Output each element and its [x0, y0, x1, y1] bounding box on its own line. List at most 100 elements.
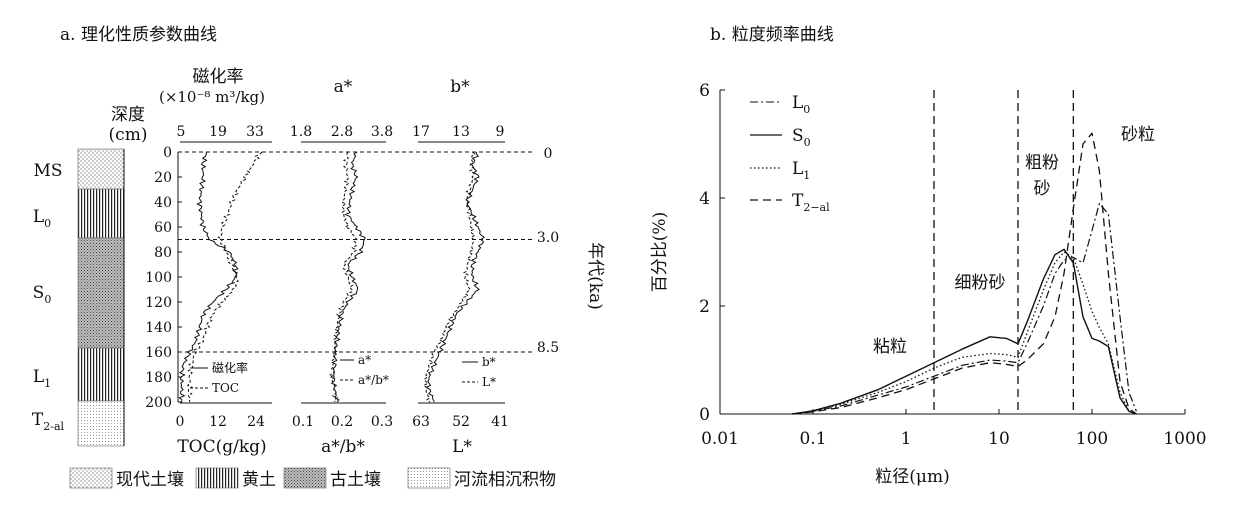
legend-label: 河流相沉积物: [454, 470, 556, 490]
depth-tick-label: 200: [145, 395, 172, 411]
track2-bottom-title: a*/b*: [321, 437, 365, 457]
depth-tick-label: 80: [154, 245, 172, 261]
track2-top-tick: 3.8: [371, 124, 393, 140]
track1-bottom-axis: 0 12 24 TOC(g/kg): [176, 402, 272, 457]
x-tick-label: 10: [988, 429, 1010, 449]
track2-top-ticks: 1.8 2.8 3.8: [290, 124, 393, 143]
stratum-label-ms: MS: [33, 161, 62, 181]
series-line-L*: [422, 151, 476, 403]
track2-bottom-tick: 0.3: [371, 414, 393, 430]
series-line-S0: [792, 248, 1137, 415]
legend-label-t2al: T2−al: [792, 191, 830, 214]
strata-column: [77, 148, 125, 447]
x-tick-label: 0.1: [799, 429, 826, 449]
panel-b-legend: L0 S0 L1 T2−al: [750, 93, 830, 214]
panel-a: a. 理化性质参数曲线 磁化率 (×10⁻⁸ m³/kg) a* b* 深度 (…: [32, 25, 605, 490]
stratum-t2al: [77, 400, 125, 447]
strata-legend: 现代土壤 黄土 古土壤 河流相沉积物: [69, 467, 556, 490]
legend-label: 磁化率: [212, 360, 248, 375]
grain-size-plot: 0 2 4 6 0.01 0.1 1 10 100 1000 粒径(μm) 百分比(%) 粘粒 细粉砂 粗粉…: [650, 81, 1207, 487]
series-line-L1: [792, 251, 1137, 415]
depth-tick-label: 0: [163, 145, 172, 161]
track1-bottom-tick: 24: [247, 414, 265, 430]
track1-top-ticks: 5 19 33: [177, 124, 272, 143]
series-line-磁化率: [178, 152, 239, 403]
track3-bottom-tick: 52: [452, 414, 470, 430]
track3-bottom-tick: 41: [491, 414, 509, 430]
track2-top-tick: 1.8: [290, 124, 312, 140]
stratum-label-l0: L0: [33, 207, 51, 230]
depth-label-2: (cm): [109, 125, 148, 145]
region-label: 粘粒: [873, 337, 907, 357]
legend-label-l0: L0: [792, 93, 810, 116]
series-line-TOC: [186, 151, 263, 403]
depth-tick-label: 60: [154, 220, 172, 236]
track1-top-title-1: 磁化率: [193, 67, 244, 87]
track3-top-title: b*: [450, 77, 470, 97]
y-tick-label: 2: [699, 297, 710, 317]
track2-bottom-tick: 0.1: [292, 414, 314, 430]
track3-top-tick: 9: [496, 124, 505, 140]
x-tick-label: 1000: [1163, 429, 1206, 449]
legend-label-s0: S0: [792, 126, 811, 149]
y-axis-title: 百分比(%): [650, 212, 670, 292]
track1-top-title-2: (×10⁻⁸ m³/kg): [159, 88, 265, 106]
y-tick-label: 6: [699, 81, 710, 101]
series-line-a*: [330, 151, 366, 403]
track1-top-tick: 5: [177, 124, 186, 140]
track3-bottom-title: L*: [452, 437, 472, 457]
legend-swatch-paleosol: [283, 467, 327, 489]
legend-label: a*/b*: [358, 373, 389, 387]
legend-swatch-loess: [195, 467, 239, 489]
track3-top-tick: 13: [452, 124, 470, 140]
panel-b: b. 粒度频率曲线 0 2 4 6 0.01 0.1 1 10 100 1000 粒径(μm) 百分比…: [650, 25, 1207, 487]
legend-label: TOC: [212, 381, 239, 395]
panel-a-title: a. 理化性质参数曲线: [60, 25, 217, 45]
stratum-ms: [77, 148, 125, 190]
track2-bottom-axis: 0.1 0.2 0.3 a*/b*: [292, 402, 393, 457]
region-label: 砂粒: [1121, 125, 1155, 145]
track3-legend: b* L*: [462, 355, 496, 389]
y-tick-label: 0: [699, 405, 710, 425]
track3-bottom-tick: 63: [412, 414, 430, 430]
stratum-label-l1: L1: [33, 367, 51, 390]
depth-tick-label: 180: [145, 370, 172, 386]
legend-label: 现代土壤: [116, 469, 184, 490]
legend-label-l1: L1: [792, 159, 810, 182]
track1-bottom-tick: 0: [176, 414, 185, 430]
legend-swatch-fluvial: [407, 467, 451, 489]
stratum-label-t2al: T2-al: [32, 410, 65, 433]
track3-bottom-axis: 63 52 41 L*: [412, 402, 509, 457]
stratum-label-s0: S0: [33, 283, 52, 306]
depth-tick-label: 100: [145, 270, 172, 286]
track2-legend: a* a*/b*: [340, 353, 389, 387]
x-axis-title: 粒径(μm): [875, 467, 949, 487]
track1-top-tick: 19: [209, 124, 227, 140]
region-label: 粗粉: [1025, 153, 1059, 173]
series-line-L0: [792, 202, 1137, 415]
legend-label: 古土壤: [330, 469, 381, 490]
depth-axis: 0 20 40 60 80 100 120 140 160 180 200: [145, 145, 182, 411]
legend-swatch-modern-soil: [69, 467, 113, 489]
legend-label: b*: [482, 355, 496, 369]
track3-top-ticks: 17 13 9: [412, 124, 505, 143]
series-line-b*: [425, 151, 486, 403]
legend-label: 黄土: [242, 470, 276, 490]
legend-label: a*: [358, 353, 371, 367]
stratum-s0: [77, 237, 125, 349]
track1-bottom-tick: 12: [209, 414, 227, 430]
age-tick: 8.5: [537, 340, 559, 356]
x-tick-label: 100: [1076, 429, 1108, 449]
track1-legend: 磁化率 TOC: [190, 360, 248, 395]
legend-label: L*: [482, 375, 496, 389]
region-label: 细粉砂: [955, 273, 1006, 293]
track2-bottom-tick: 0.2: [331, 414, 353, 430]
track2-top-title: a*: [334, 77, 353, 97]
region-label: 砂: [1034, 179, 1051, 199]
depth-label-1: 深度: [111, 105, 145, 125]
y-tick-label: 4: [699, 189, 710, 209]
age-tick: 3.0: [537, 230, 559, 246]
depth-tick-label: 120: [145, 295, 172, 311]
x-tick-label: 1: [901, 429, 912, 449]
